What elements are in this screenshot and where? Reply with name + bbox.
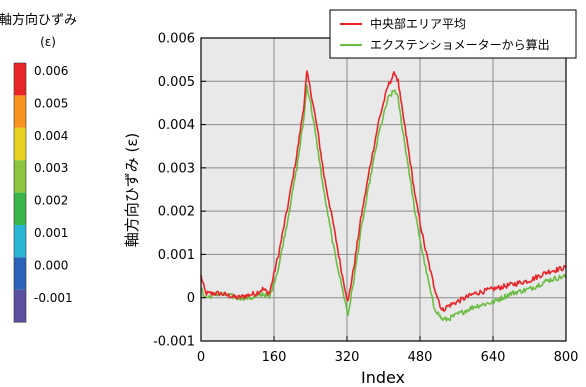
x-tick-label: 160: [262, 350, 287, 365]
grid: [201, 38, 566, 341]
series-line-1: [200, 70, 567, 312]
x-axis-label: Index: [361, 368, 405, 387]
colorbar-swatch: [14, 127, 26, 161]
series-layer: [200, 70, 567, 322]
colorbar-swatches: [13, 62, 27, 323]
colorbar-swatch: [14, 63, 26, 96]
colorbar-swatch: [14, 95, 26, 128]
y-tick-label: 0.003: [158, 161, 195, 176]
y-axis-label: 軸方向ひずみ (ε): [123, 133, 141, 248]
legend-box: [329, 9, 577, 59]
y-tick-label: -0.001: [153, 335, 195, 350]
legend: 中央部エリア平均 エクステンショメーターから算出: [329, 9, 577, 59]
colorbar-swatch: [14, 225, 26, 258]
colorbar: 軸方向ひずみ (ε) 0.0060.0050.0040.0030.0020.00…: [0, 12, 77, 323]
y-tick-label: 0: [187, 291, 195, 306]
x-tick-label: 640: [481, 350, 506, 365]
legend-label-series-2: エクステンショメーターから算出: [370, 37, 550, 52]
colorbar-labels: 0.006 0.005 0.004 0.003 0.002 0.001 0.000 -0.00…: [34, 64, 73, 305]
colorbar-tick-label: 0.003: [34, 161, 68, 175]
colorbar-frame: [13, 62, 27, 323]
x-tick-label: 800: [554, 350, 579, 365]
colorbar-tick-label: 0.005: [34, 96, 68, 110]
colorbar-tick-label: 0.001: [34, 226, 68, 240]
colorbar-swatch: [14, 289, 26, 323]
colorbar-tick-label: 0.006: [34, 64, 68, 78]
y-tick-label: 0.006: [158, 32, 195, 47]
y-tick-label: 0.002: [158, 205, 195, 220]
x-tick-label: 0: [197, 350, 205, 365]
x-axis-ticks: 0 160 320 480 640 800: [197, 336, 579, 365]
colorbar-swatch: [14, 160, 26, 193]
x-tick-label: 320: [335, 350, 360, 365]
colorbar-title-line1: 軸方向ひずみ: [0, 12, 77, 28]
colorbar-tick-label: 0.002: [34, 194, 68, 208]
y-tick-label: 0.005: [158, 75, 195, 90]
legend-label-series-1: 中央部エリア平均: [370, 16, 466, 31]
colorbar-tick-label: 0.000: [34, 258, 68, 272]
x-tick-label: 480: [408, 350, 433, 365]
y-tick-label: 0.001: [158, 248, 195, 263]
colorbar-tick-label: -0.001: [34, 291, 73, 305]
y-tick-label: 0.004: [158, 118, 195, 133]
colorbar-swatch: [14, 192, 26, 225]
colorbar-title-line2: (ε): [40, 35, 56, 49]
series-line-2: [200, 84, 567, 322]
colorbar-swatch: [14, 257, 26, 290]
y-axis-ticks: -0.001 0 0.001 0.002 0.003 0.004 0.005 0.006: [153, 32, 206, 350]
colorbar-tick-label: 0.004: [34, 129, 68, 143]
